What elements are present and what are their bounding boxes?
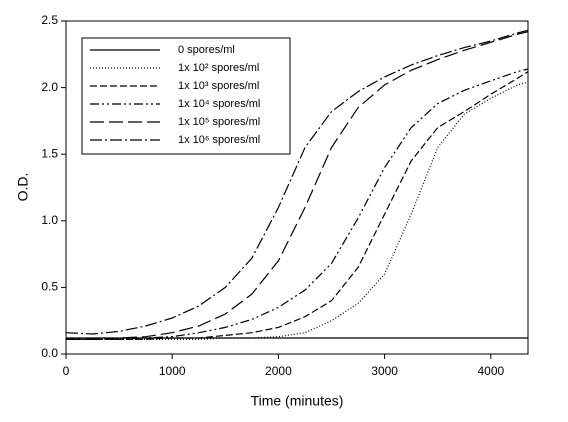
y-axis-label: O.D. — [15, 173, 31, 202]
y-tick-label: 0.0 — [41, 346, 58, 360]
data-line — [66, 71, 529, 340]
x-tick-label: 4000 — [477, 364, 504, 378]
legend-label: 1x 10⁵ spores/ml — [178, 116, 260, 128]
y-tick-label: 0.5 — [41, 280, 58, 294]
legend-label: 1x 10³ spores/ml — [178, 80, 259, 92]
y-tick-label: 2.0 — [41, 80, 58, 94]
data-line — [66, 31, 529, 340]
legend-label: 1x 10⁴ spores/ml — [178, 98, 260, 110]
x-tick-label: 0 — [63, 364, 70, 378]
data-line — [66, 68, 529, 340]
plot-frame — [65, 20, 529, 355]
legend-label: 0 spores/ml — [178, 44, 235, 56]
y-tick-label: 1.5 — [41, 146, 58, 160]
x-axis-label: Time (minutes) — [251, 393, 344, 409]
y-tick-label: 2.5 — [41, 13, 58, 27]
legend-box — [81, 37, 291, 155]
legend-label: 1x 10⁶ spores/ml — [178, 134, 260, 146]
legend-label: 1x 10² spores/ml — [178, 62, 259, 74]
y-tick-label: 1.0 — [41, 213, 58, 227]
x-tick-label: 2000 — [265, 364, 292, 378]
data-line — [66, 81, 529, 340]
x-tick-label: 3000 — [371, 364, 398, 378]
data-line — [65, 29, 529, 335]
x-tick-label: 1000 — [159, 364, 186, 378]
